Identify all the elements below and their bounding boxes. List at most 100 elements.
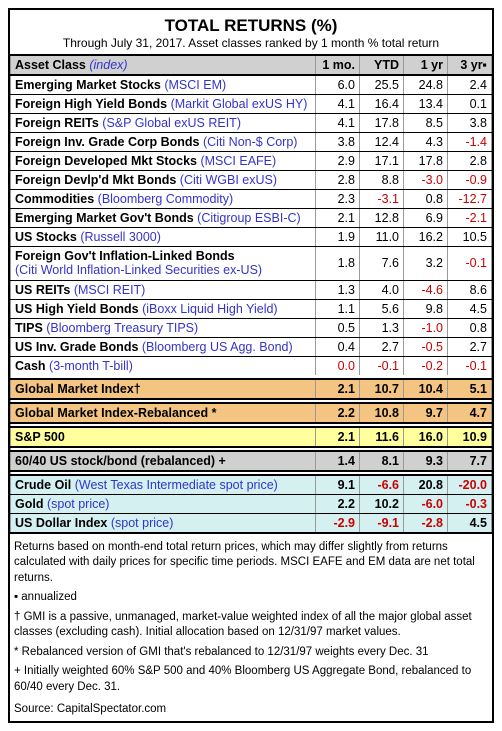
value-cell: 5.6 [360, 299, 404, 318]
value-cell: 2.1 [316, 209, 360, 228]
asset-cell: US REITs (MSCI REIT) [11, 280, 316, 299]
asset-cell: S&P 500 [11, 427, 316, 447]
value-cell: 13.4 [404, 95, 448, 114]
value-cell: -3.1 [360, 190, 404, 209]
hdr-1mo: 1 mo. [316, 55, 360, 75]
value-cell: 16.0 [404, 427, 448, 447]
asset-label: Cash [15, 359, 49, 373]
value-cell: 3.8 [448, 114, 492, 133]
index-label: (MSCI EAFE) [200, 154, 276, 168]
table-row: Global Market Index-Rebalanced * 2.210.8… [11, 403, 492, 423]
index-label: (Citigroup ESBI-C) [197, 211, 301, 225]
asset-label: Commodities [15, 192, 98, 206]
hdr-ytd: YTD [360, 55, 404, 75]
index-label: (spot price) [47, 497, 110, 511]
value-cell: 2.2 [316, 494, 360, 513]
title: TOTAL RETURNS (%) [10, 10, 492, 36]
returns-table: Asset Class (index) 1 mo. YTD 1 yr 3 yr▪… [10, 54, 492, 532]
value-cell: 0.1 [448, 95, 492, 114]
value-cell: 2.2 [316, 403, 360, 423]
value-cell: 2.7 [360, 337, 404, 356]
value-cell: 6.9 [404, 209, 448, 228]
value-cell: -0.1 [448, 356, 492, 375]
value-cell: 1.1 [316, 299, 360, 318]
table-row: Foreign Developed Mkt Stocks (MSCI EAFE)… [11, 152, 492, 171]
asset-cell: Global Market Index-Rebalanced * [11, 403, 316, 423]
asset-cell: Emerging Market Stocks (MSCI EM) [11, 75, 316, 95]
footnote: ▪ annualized [14, 590, 488, 606]
value-cell: 8.6 [448, 280, 492, 299]
asset-cell: Commodities (Bloomberg Commodity) [11, 190, 316, 209]
asset-label: Global Market Index-Rebalanced * [15, 406, 216, 420]
footnotes: Returns based on month-end total return … [10, 532, 492, 702]
value-cell: -20.0 [448, 475, 492, 495]
asset-label: Emerging Market Stocks [15, 78, 164, 92]
asset-label: US Stocks [15, 230, 80, 244]
value-cell: -1.4 [448, 133, 492, 152]
value-cell: 1.3 [360, 318, 404, 337]
value-cell: 17.8 [360, 114, 404, 133]
value-cell: 2.8 [448, 152, 492, 171]
hdr-index-label: (index) [89, 58, 127, 72]
value-cell: 2.4 [448, 75, 492, 95]
index-label: (iBoxx Liquid High Yield) [142, 302, 278, 316]
asset-label: TIPS [15, 321, 46, 335]
asset-label: Gold [15, 497, 47, 511]
value-cell: -1.0 [404, 318, 448, 337]
index-label: (Bloomberg Treasury TIPS) [46, 321, 198, 335]
table-row: Foreign Inv. Grade Corp Bonds (Citi Non-… [11, 133, 492, 152]
value-cell: 10.2 [360, 494, 404, 513]
value-cell: -3.0 [404, 171, 448, 190]
value-cell: 2.3 [316, 190, 360, 209]
table-row: US Stocks (Russell 3000)1.911.016.210.5 [11, 228, 492, 247]
value-cell: 0.5 [316, 318, 360, 337]
value-cell: 3.2 [404, 247, 448, 281]
value-cell: 4.3 [404, 133, 448, 152]
asset-label: Foreign Gov't Inflation-Linked Bonds [15, 249, 311, 263]
value-cell: 0.8 [448, 318, 492, 337]
asset-cell: Foreign Developed Mkt Stocks (MSCI EAFE) [11, 152, 316, 171]
asset-label: US High Yield Bonds [15, 302, 142, 316]
index-label: (Bloomberg Commodity) [98, 192, 233, 206]
value-cell: 9.3 [404, 451, 448, 471]
index-label: (Citi WGBI exUS) [180, 173, 277, 187]
hdr-asset-class: Asset Class (index) [11, 55, 316, 75]
value-cell: 2.1 [316, 427, 360, 447]
index-label: (3-month T-bill) [49, 359, 133, 373]
value-cell: 10.5 [448, 228, 492, 247]
asset-cell: US Inv. Grade Bonds (Bloomberg US Agg. B… [11, 337, 316, 356]
value-cell: -0.1 [360, 356, 404, 375]
asset-label: Emerging Market Gov't Bonds [15, 211, 197, 225]
value-cell: -9.1 [360, 513, 404, 532]
hdr-1yr: 1 yr [404, 55, 448, 75]
value-cell: 7.6 [360, 247, 404, 281]
report-container: TOTAL RETURNS (%) Through July 31, 2017.… [8, 8, 494, 723]
value-cell: 4.7 [448, 403, 492, 423]
value-cell: -6.0 [404, 494, 448, 513]
footnote: + Initially weighted 60% S&P 500 and 40%… [14, 664, 488, 695]
value-cell: 17.8 [404, 152, 448, 171]
value-cell: 8.5 [404, 114, 448, 133]
index-label: (Bloomberg US Agg. Bond) [142, 340, 293, 354]
value-cell: 2.8 [316, 171, 360, 190]
asset-label: Foreign Devlp'd Mkt Bonds [15, 173, 180, 187]
value-cell: -0.9 [448, 171, 492, 190]
value-cell: 10.7 [360, 379, 404, 399]
index-label: (Citi Non-$ Corp) [203, 135, 297, 149]
value-cell: -0.1 [448, 247, 492, 281]
asset-cell: US Stocks (Russell 3000) [11, 228, 316, 247]
value-cell: 24.8 [404, 75, 448, 95]
value-cell: 4.5 [448, 513, 492, 532]
value-cell: -0.3 [448, 494, 492, 513]
footnote: † GMI is a passive, unmanaged, market-va… [14, 610, 488, 641]
value-cell: -4.6 [404, 280, 448, 299]
asset-cell: Foreign Gov't Inflation-Linked Bonds(Cit… [11, 247, 316, 281]
index-label: (West Texas Intermediate spot price) [75, 478, 278, 492]
value-cell: 4.1 [316, 95, 360, 114]
asset-cell: Cash (3-month T-bill) [11, 356, 316, 375]
table-row: TIPS (Bloomberg Treasury TIPS) 0.51.3-1.0… [11, 318, 492, 337]
table-row: Foreign REITs (S&P Global exUS REIT)4.11… [11, 114, 492, 133]
index-label: (MSCI REIT) [74, 283, 146, 297]
asset-cell: Foreign Inv. Grade Corp Bonds (Citi Non-… [11, 133, 316, 152]
value-cell: 1.8 [316, 247, 360, 281]
